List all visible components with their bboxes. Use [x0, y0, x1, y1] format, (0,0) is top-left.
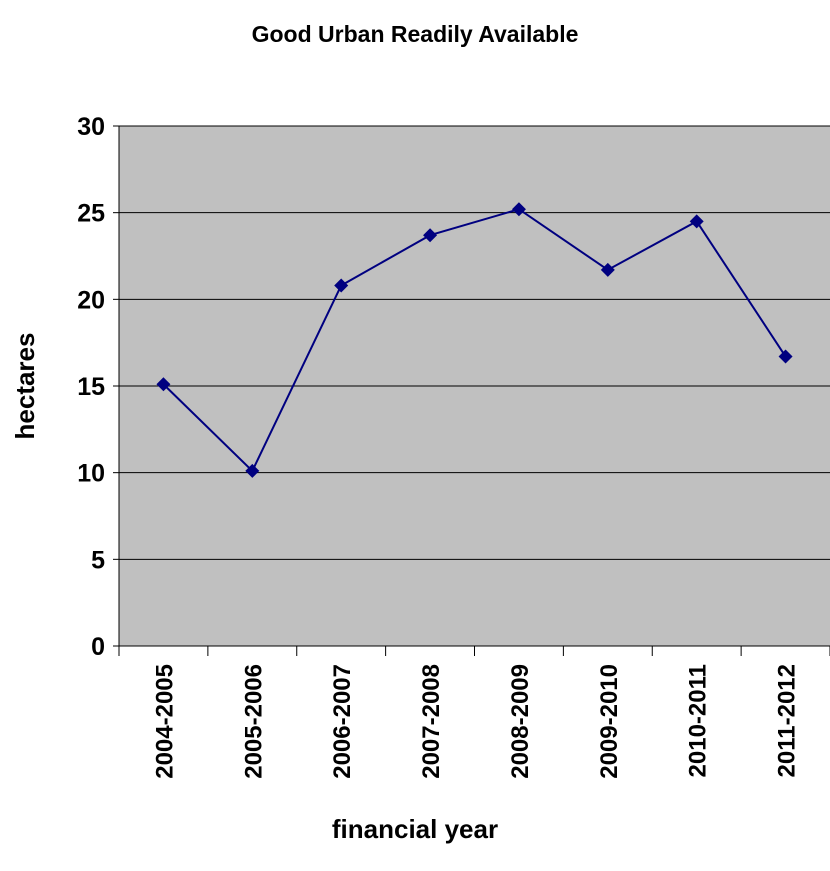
chart-title: Good Urban Readily Available [252, 21, 579, 47]
x-tick-label: 2006-2007 [329, 664, 356, 779]
x-tick-label: 2008-2009 [507, 664, 534, 779]
x-tick-label: 2004-2005 [151, 664, 178, 779]
point [423, 228, 438, 243]
point [511, 202, 526, 217]
y-tick-label: 0 [91, 633, 105, 661]
y-tick-label: 25 [77, 200, 105, 228]
x-axis-title: financial year [332, 814, 498, 844]
point [334, 278, 349, 293]
y-tick-label: 20 [77, 286, 105, 314]
y-tick-label: 15 [77, 373, 105, 401]
x-tick-label: 2007-2008 [418, 664, 445, 779]
x-tick-label: 2010-2011 [685, 664, 712, 777]
x-tick-label: 2005-2006 [240, 664, 267, 779]
point [245, 463, 260, 478]
x-tick-label: 2011-2012 [774, 664, 801, 777]
y-tick-label: 5 [91, 546, 105, 574]
y-axis-title: hectares [10, 333, 40, 440]
point [778, 349, 793, 364]
point [600, 262, 615, 277]
point [689, 214, 704, 229]
y-tick-label: 30 [77, 113, 105, 141]
y-tick-label: 10 [77, 460, 105, 488]
line [162, 208, 787, 473]
point [156, 377, 171, 392]
x-tick-label: 2009-2010 [596, 664, 623, 779]
